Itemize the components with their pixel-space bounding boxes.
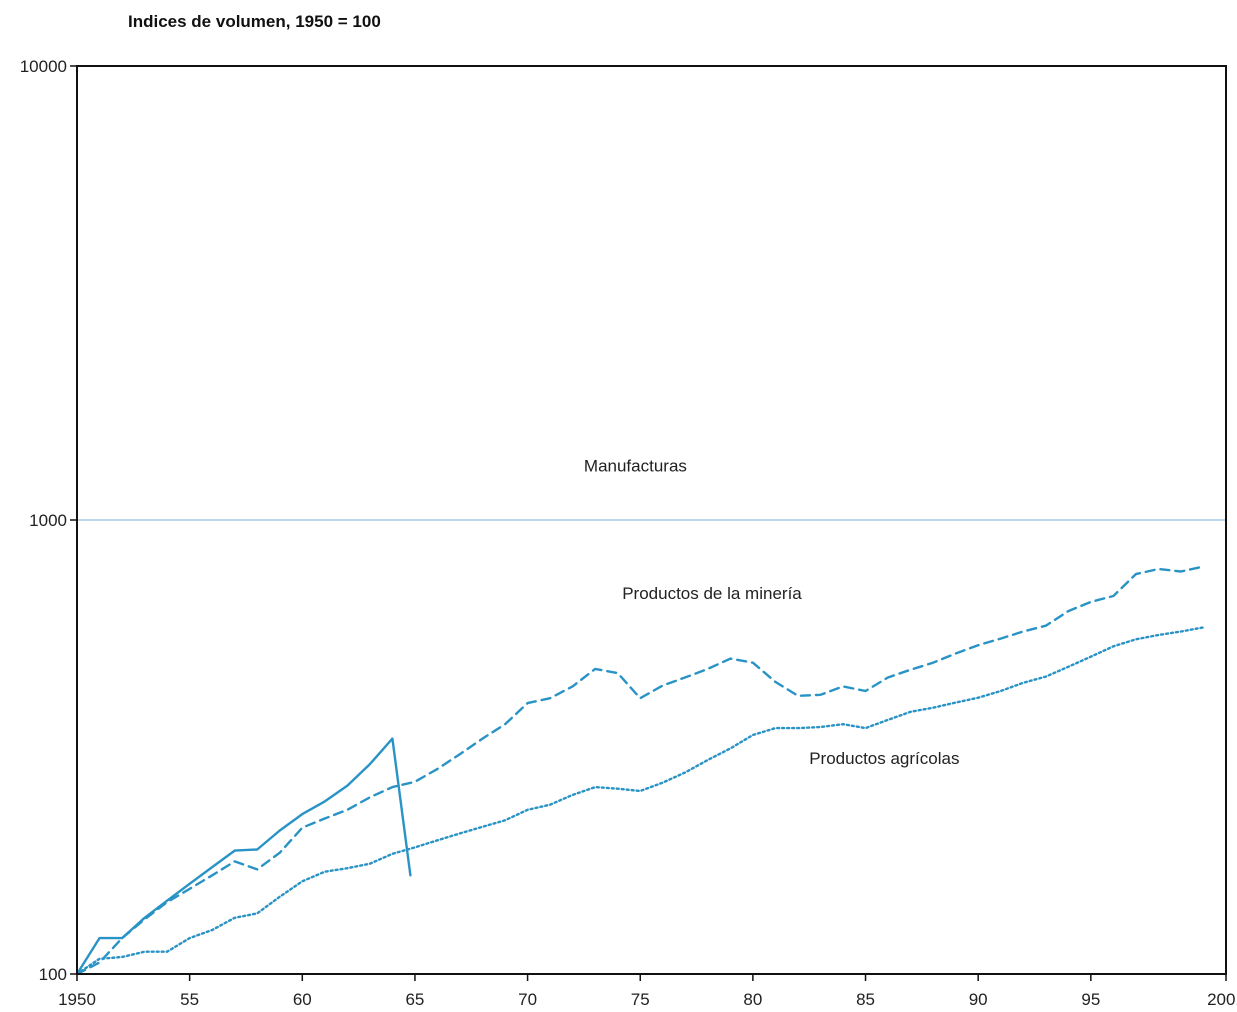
x-tick-label: 60 xyxy=(293,990,312,1009)
x-tick-label: 55 xyxy=(180,990,199,1009)
x-tick-label: 85 xyxy=(856,990,875,1009)
series-label: Manufacturas xyxy=(584,456,687,475)
series-label: Productos de la minería xyxy=(622,584,802,603)
chart-title: Indices de volumen, 1950 = 100 xyxy=(128,12,381,31)
y-tick-label: 10000 xyxy=(20,57,67,76)
x-tick-label: 90 xyxy=(969,990,988,1009)
x-tick-label: 75 xyxy=(631,990,650,1009)
series-line-0 xyxy=(75,737,412,976)
x-tick-label: 65 xyxy=(405,990,424,1009)
series-layer xyxy=(75,565,1205,976)
series-line-2 xyxy=(75,626,1205,976)
x-tick-label: 95 xyxy=(1081,990,1100,1009)
x-tick-label: 1950 xyxy=(58,990,96,1009)
series-line-1 xyxy=(75,565,1205,976)
y-tick-label: 100 xyxy=(39,965,67,984)
series-label: Productos agrícolas xyxy=(809,749,959,768)
x-tick-label: 80 xyxy=(743,990,762,1009)
series-labels: Manufacturas Productos de la minería Produ… xyxy=(584,456,960,768)
y-tick-label: 1000 xyxy=(29,511,67,530)
x-tick-label: 70 xyxy=(518,990,537,1009)
